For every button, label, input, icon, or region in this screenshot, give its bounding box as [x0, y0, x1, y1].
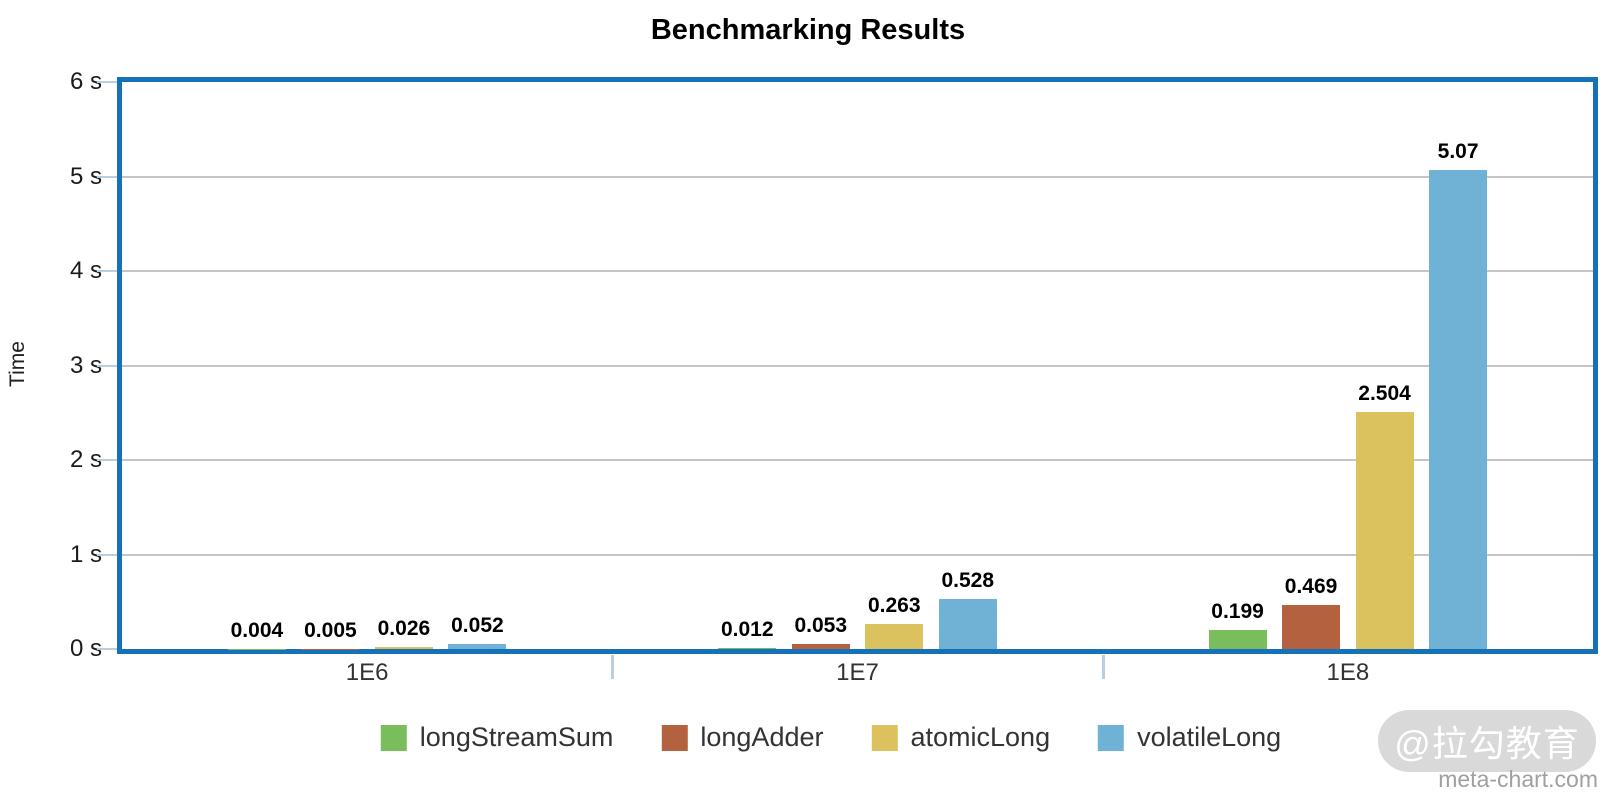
- gridline: [122, 553, 1593, 556]
- y-tick-label: 1 s: [69, 540, 102, 568]
- bar-value-label: 0.012: [720, 617, 774, 641]
- y-tick-label: 2 s: [69, 446, 102, 473]
- bar-value-label: 0.053: [794, 614, 848, 637]
- watermark-site-text: meta-chart.com: [1438, 766, 1598, 792]
- bar-atomicLong-1E7: [865, 624, 924, 649]
- watermark-badge-text: @拉勾教育: [1394, 723, 1580, 764]
- y-tick-mark: [97, 364, 117, 367]
- y-tick-label: 5 s: [69, 162, 102, 190]
- gridline: [122, 459, 1593, 461]
- y-tick-mark: [97, 648, 117, 650]
- watermark-badge: @拉勾教育: [1378, 710, 1596, 772]
- bar-value-label: 5.07: [1437, 139, 1479, 163]
- bar-value-label: 0.052: [451, 614, 504, 638]
- x-axis-category-label: 1E6: [345, 659, 389, 686]
- y-tick-mark: [97, 270, 117, 272]
- bar-value-label: 0.263: [867, 594, 921, 618]
- gridline: [122, 364, 1593, 367]
- y-tick-mark: [97, 175, 117, 178]
- bar-value-label: 2.504: [1358, 382, 1411, 406]
- y-tick-label: 4 s: [69, 257, 102, 284]
- x-tick-mark: [1101, 655, 1105, 679]
- legend: longStreamSum longAdder atomicLong volatile…: [380, 722, 1281, 753]
- y-tick-mark: [97, 459, 117, 461]
- bar-value-label: 0.004: [230, 618, 284, 642]
- chart-title: Benchmarking Results: [650, 14, 966, 46]
- y-tick-mark: [97, 553, 117, 556]
- y-tick-mark: [97, 81, 117, 83]
- x-axis-category-label: 1E7: [836, 659, 879, 686]
- y-tick-label: 6 s: [69, 68, 102, 95]
- bar-value-label: 0.199: [1211, 600, 1264, 624]
- legend-swatch-atomicLong: [871, 724, 898, 751]
- bar-longAdder-1E7: [791, 644, 850, 649]
- bar-volatileLong-1E8: [1429, 169, 1488, 649]
- y-tick-label: 3 s: [69, 351, 102, 379]
- x-axis-category-label: 1E8: [1326, 659, 1370, 686]
- bar-value-label: 0.528: [941, 569, 995, 593]
- bar-atomicLong-1E6: [374, 646, 433, 649]
- gridline: [122, 175, 1593, 178]
- legend-label: volatileLong: [1137, 722, 1282, 752]
- bar-volatileLong-1E6: [448, 644, 507, 649]
- legend-item-atomicLong: atomicLong: [871, 722, 1050, 753]
- bar-longStreamSum-1E8: [1208, 630, 1267, 649]
- legend-label: atomicLong: [910, 722, 1051, 752]
- bar-value-label: 0.005: [304, 618, 357, 642]
- gridline: [122, 270, 1593, 272]
- plot-inner: 0.004 0.005 0.026 0.052 0.012 0.053 0.263 0.528…: [122, 82, 1593, 649]
- legend-item-volatileLong: volatileLong: [1098, 722, 1281, 753]
- legend-swatch-longStreamSum: [380, 724, 407, 751]
- bar-value-label: 0.469: [1284, 574, 1338, 598]
- bar-value-label: 0.026: [377, 616, 431, 640]
- legend-label: longAdder: [700, 722, 824, 752]
- bar-longAdder-1E8: [1282, 604, 1341, 649]
- bar-atomicLong-1E8: [1355, 412, 1414, 649]
- x-tick-mark: [611, 655, 615, 679]
- legend-item-longAdder: longAdder: [661, 722, 823, 753]
- legend-swatch-volatileLong: [1098, 724, 1125, 751]
- y-tick-label: 0 s: [69, 635, 102, 662]
- legend-swatch-longAdder: [661, 724, 688, 751]
- bar-longStreamSum-1E7: [718, 647, 777, 649]
- legend-item-longStreamSum: longStreamSum: [380, 722, 614, 753]
- bar-volatileLong-1E7: [938, 599, 997, 649]
- legend-label: longStreamSum: [419, 722, 614, 752]
- plot-area: 0.004 0.005 0.026 0.052 0.012 0.053 0.263 0.528…: [117, 77, 1598, 654]
